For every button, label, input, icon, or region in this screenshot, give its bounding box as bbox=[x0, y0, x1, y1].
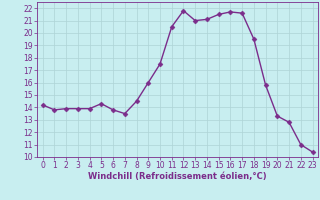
X-axis label: Windchill (Refroidissement éolien,°C): Windchill (Refroidissement éolien,°C) bbox=[88, 172, 267, 181]
